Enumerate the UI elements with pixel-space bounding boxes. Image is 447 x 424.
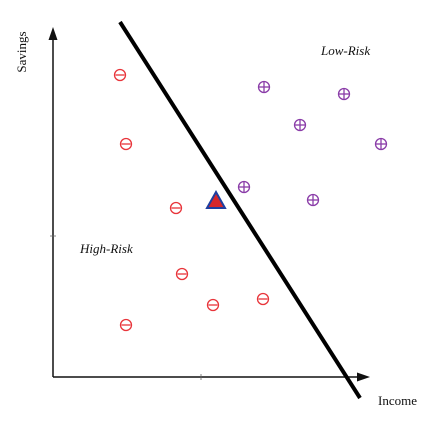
minus-circle-icon xyxy=(113,68,127,82)
minus-circle-icon xyxy=(256,292,270,306)
plus-circle-icon xyxy=(374,137,388,151)
plus-circle-icon xyxy=(306,193,320,207)
minus-circle-icon xyxy=(175,267,189,281)
y-axis-arrow-icon xyxy=(48,27,58,40)
x-axis-arrow-icon xyxy=(357,372,370,382)
plus-circle-icon xyxy=(337,87,351,101)
x-axis-label: Income xyxy=(378,393,417,408)
high-risk-label: High-Risk xyxy=(79,241,133,256)
plus-circle-icon xyxy=(257,80,271,94)
minus-circle-icon xyxy=(119,137,133,151)
low-risk-points xyxy=(237,80,388,207)
plus-circle-icon xyxy=(237,180,251,194)
minus-circle-icon xyxy=(169,201,183,215)
low-risk-label: Low-Risk xyxy=(320,43,370,58)
high-risk-points xyxy=(113,68,270,332)
minus-circle-icon xyxy=(119,318,133,332)
query-point-triangle-icon xyxy=(205,189,227,209)
decision-boundary-line xyxy=(118,20,362,400)
minus-circle-icon xyxy=(206,298,220,312)
plus-circle-icon xyxy=(293,118,307,132)
y-axis-label: Savings xyxy=(14,31,29,72)
